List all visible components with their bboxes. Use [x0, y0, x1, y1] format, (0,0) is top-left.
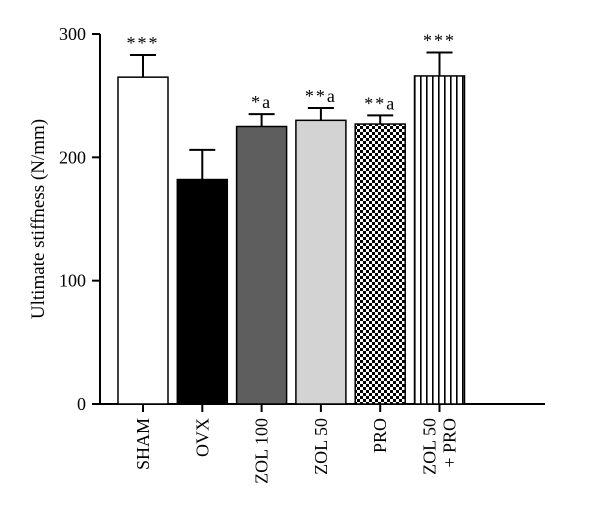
- x-tick-label-line: SHAM: [133, 418, 153, 470]
- x-tick-label-line: OVX: [192, 418, 212, 457]
- y-tick-label: 100: [59, 271, 86, 291]
- x-tick-label-line: ZOL 50: [311, 418, 331, 475]
- bar: [295, 119, 347, 405]
- y-tick-label: 0: [77, 394, 86, 414]
- x-tick-label: PRO: [370, 418, 390, 453]
- significance-label: *a: [251, 92, 272, 112]
- significance-label: **a: [364, 93, 396, 113]
- x-tick-label-line: ZOL 50: [420, 418, 440, 475]
- bar: [117, 76, 169, 405]
- x-tick-label: ZOL 50: [311, 418, 331, 475]
- bar: [235, 125, 288, 405]
- bar: [413, 75, 466, 405]
- bar: [354, 123, 406, 405]
- x-tick-label-line: PRO: [370, 418, 390, 453]
- x-tick-label: ZOL 50+ PRO: [420, 418, 460, 475]
- x-tick-label: OVX: [192, 418, 212, 457]
- x-tick-label: ZOL 100: [252, 418, 272, 484]
- significance-label: **a: [305, 86, 337, 106]
- y-tick-label: 300: [59, 24, 86, 44]
- x-tick-label-line: + PRO: [440, 418, 460, 468]
- y-tick-label: 200: [59, 147, 86, 167]
- bar: [176, 178, 229, 405]
- y-axis-title: Ultimate stiffness (N/mm): [28, 119, 49, 319]
- x-tick-label: SHAM: [133, 418, 153, 470]
- significance-label: ***: [127, 33, 160, 53]
- significance-label: ***: [423, 31, 456, 51]
- x-tick-label-line: ZOL 100: [252, 418, 272, 484]
- plot-area: 0 100 200 300 *** SHAM OVX *a ZOL 100 **a ZOL 50 **…: [59, 24, 545, 484]
